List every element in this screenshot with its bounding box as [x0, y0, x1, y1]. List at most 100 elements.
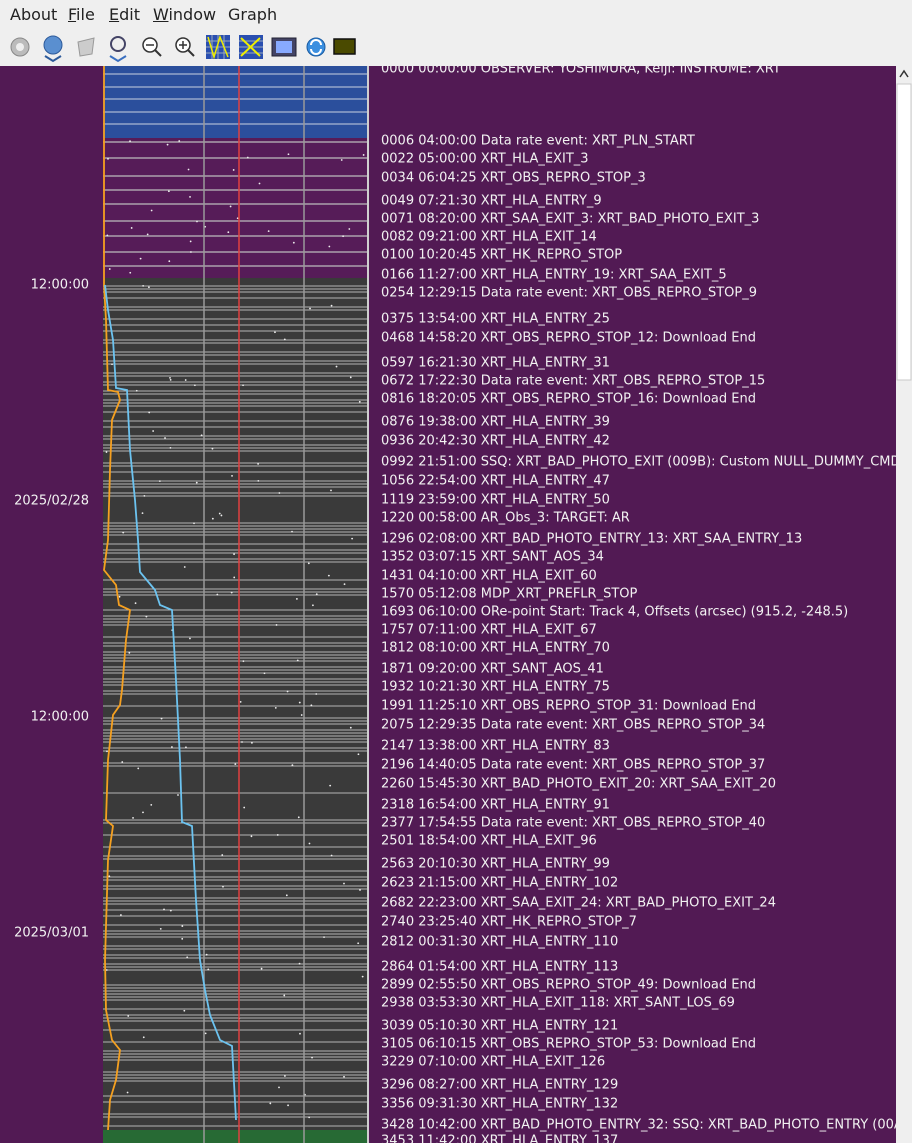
star: [190, 251, 192, 253]
star: [184, 379, 187, 381]
event-entry: 3039 05:10:30 XRT_HLA_ENTRY_121: [381, 1019, 618, 1034]
event-entry: 0876 19:38:00 XRT_HLA_ENTRY_39: [381, 415, 610, 430]
event-entry: 3296 08:27:00 XRT_HLA_ENTRY_129: [381, 1078, 618, 1093]
star: [246, 156, 249, 159]
event-entry: 0254 12:29:15 Data rate event: XRT_OBS_R…: [381, 286, 757, 301]
star: [169, 909, 172, 912]
star: [335, 365, 338, 368]
event-entry: 2075 12:29:35 Data rate event: XRT_OBS_R…: [381, 718, 765, 733]
star: [148, 286, 150, 289]
star: [164, 437, 166, 439]
star: [275, 624, 278, 626]
star: [310, 704, 313, 707]
plot-button[interactable]: [239, 35, 263, 59]
star: [105, 969, 108, 971]
toolbar-icons: [10, 34, 356, 63]
refresh-button[interactable]: [306, 37, 326, 57]
event-entry: 1056 22:54:00 XRT_HLA_ENTRY_47: [381, 474, 610, 489]
stripes: [103, 73, 368, 1127]
menu-item[interactable]: Window: [153, 5, 217, 24]
star: [130, 227, 133, 229]
color-button[interactable]: [333, 38, 356, 55]
star: [274, 331, 276, 334]
star: [278, 492, 281, 494]
star: [330, 304, 333, 307]
star: [111, 363, 113, 366]
tool-button[interactable]: [109, 36, 127, 63]
toolbar: [0, 28, 912, 67]
event-entry: 0992 21:51:00 SSQ: XRT_BAD_PHOTO_EXIT (0…: [381, 455, 901, 470]
zoom-out-button[interactable]: [142, 37, 162, 57]
star: [227, 231, 230, 234]
star: [349, 726, 352, 729]
tool-button[interactable]: [77, 37, 95, 57]
star: [283, 338, 286, 341]
star: [309, 307, 311, 310]
star: [181, 925, 184, 927]
scrollbar-thumb[interactable]: [896, 83, 912, 381]
star: [211, 447, 214, 450]
star: [251, 741, 253, 744]
event-entry: 1570 05:12:08 MDP_XRT_PREFLR_STOP: [381, 587, 637, 602]
star: [127, 1015, 130, 1017]
event-entry: 0034 06:04:25 XRT_OBS_REPRO_STOP_3: [381, 171, 646, 186]
star: [193, 522, 195, 525]
star: [269, 1102, 272, 1105]
star: [291, 530, 293, 533]
event-entry: 1871 09:20:00 XRT_SANT_AOS_41: [381, 662, 604, 677]
star: [351, 537, 354, 540]
star: [285, 894, 288, 897]
band-blue: [103, 66, 368, 138]
time-label: 12:00:00: [31, 278, 89, 293]
star: [297, 816, 300, 819]
zoom-in-button[interactable]: [175, 37, 195, 57]
star: [122, 531, 125, 534]
tool-button[interactable]: [43, 35, 63, 63]
star: [291, 764, 294, 767]
star: [298, 962, 301, 965]
tool-button[interactable]: [10, 37, 30, 57]
menu-item[interactable]: Edit: [109, 5, 140, 24]
event-entry: 1932 10:21:30 XRT_HLA_ENTRY_75: [381, 680, 610, 695]
star: [328, 245, 331, 248]
star: [257, 463, 259, 465]
star: [296, 598, 298, 600]
star: [284, 1075, 286, 1077]
event-entry: 3105 06:10:15 XRT_OBS_REPRO_STOP_53: Dow…: [381, 1037, 756, 1052]
menu-item[interactable]: About: [10, 5, 58, 24]
star: [218, 512, 221, 515]
event-entry: 2682 22:23:00 XRT_SAA_EXIT_24: XRT_BAD_P…: [381, 896, 776, 911]
film-button[interactable]: [271, 37, 297, 57]
menu-item[interactable]: Graph: [228, 5, 278, 24]
star: [343, 583, 346, 586]
event-entry: 0049 07:21:30 XRT_HLA_ENTRY_9: [381, 194, 602, 209]
star: [311, 1056, 313, 1059]
event-entry: 1352 03:07:15 XRT_SANT_AOS_34: [381, 550, 604, 565]
star: [220, 514, 223, 517]
star: [204, 1032, 207, 1035]
star: [141, 512, 144, 515]
star: [296, 659, 299, 662]
star: [132, 817, 134, 819]
star: [171, 746, 173, 748]
star: [292, 241, 295, 244]
menu-item[interactable]: File: [68, 5, 95, 24]
star: [315, 593, 318, 596]
event-entry: 2318 16:54:00 XRT_HLA_ENTRY_91: [381, 798, 610, 813]
event-entry: 1431 04:10:00 XRT_HLA_EXIT_60: [381, 569, 597, 584]
star: [195, 481, 198, 484]
star: [146, 233, 149, 236]
star: [343, 1075, 345, 1078]
event-entry: 0936 20:42:30 XRT_HLA_ENTRY_42: [381, 434, 610, 449]
star: [263, 672, 266, 675]
scroll-up-arrow[interactable]: [899, 69, 909, 78]
star: [274, 706, 277, 709]
star: [230, 591, 233, 594]
star: [276, 834, 279, 836]
star: [177, 794, 179, 796]
star: [148, 411, 151, 414]
grid-button[interactable]: [206, 34, 230, 60]
star: [185, 746, 187, 749]
event-entry: 2563 20:10:30 XRT_HLA_ENTRY_99: [381, 857, 610, 872]
star: [243, 806, 246, 809]
